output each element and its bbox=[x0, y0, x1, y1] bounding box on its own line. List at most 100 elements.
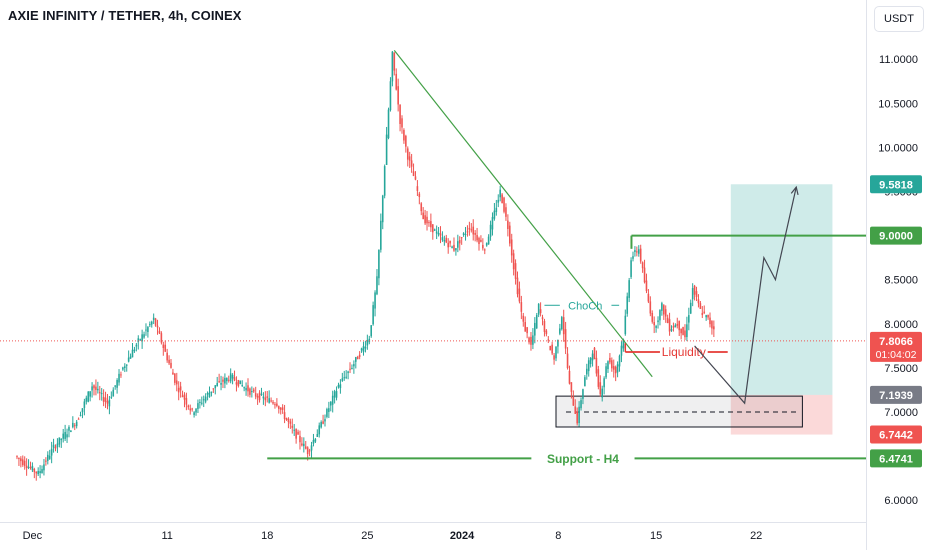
candle-body bbox=[226, 378, 228, 382]
candle-body bbox=[193, 412, 195, 415]
candle-body bbox=[395, 73, 398, 90]
candle-body bbox=[620, 345, 623, 356]
candle-body bbox=[487, 236, 490, 245]
candle-body bbox=[376, 276, 378, 295]
candle-body bbox=[133, 349, 136, 352]
candle-body bbox=[678, 320, 680, 331]
candle-body bbox=[401, 118, 403, 128]
candle-body bbox=[25, 465, 28, 469]
candle-body bbox=[20, 458, 22, 462]
candle-body bbox=[124, 366, 126, 369]
candle-body bbox=[202, 399, 205, 401]
candle-body bbox=[439, 233, 442, 236]
candle-body bbox=[174, 373, 176, 383]
candle-body bbox=[518, 288, 521, 302]
candle-body bbox=[251, 391, 253, 393]
candle-body bbox=[410, 160, 413, 167]
candle-body bbox=[597, 369, 600, 387]
candle-body bbox=[222, 379, 224, 382]
candle-body bbox=[611, 360, 613, 369]
candle-body bbox=[339, 384, 342, 389]
candle-body bbox=[689, 302, 692, 314]
candle-body bbox=[539, 309, 542, 314]
candle-body bbox=[366, 340, 369, 346]
candle-body bbox=[430, 221, 432, 228]
candle-body bbox=[272, 401, 274, 404]
candle-body bbox=[127, 357, 130, 362]
candle-body bbox=[603, 378, 605, 388]
candle-body bbox=[297, 431, 299, 435]
candle-body bbox=[659, 310, 661, 321]
candle-body bbox=[150, 321, 153, 325]
candle-body bbox=[283, 412, 286, 419]
candle-body bbox=[335, 391, 338, 398]
candle-body bbox=[131, 349, 134, 358]
candle-body bbox=[303, 443, 305, 447]
candle-body bbox=[507, 220, 509, 230]
candle-body bbox=[299, 435, 301, 443]
currency-button[interactable]: USDT bbox=[874, 6, 924, 32]
candle-body bbox=[31, 465, 34, 471]
candle-body bbox=[664, 309, 667, 317]
candle-body bbox=[293, 429, 295, 431]
candle-body bbox=[58, 437, 61, 445]
candle-body bbox=[312, 440, 315, 444]
candle-body bbox=[393, 52, 396, 71]
candle-body bbox=[457, 241, 459, 248]
candle-body bbox=[514, 263, 517, 279]
candle-body bbox=[676, 323, 679, 326]
candle-body bbox=[18, 457, 20, 459]
candle-body bbox=[52, 444, 55, 448]
candle-body bbox=[428, 222, 430, 224]
candle-body bbox=[341, 378, 344, 381]
candle-body bbox=[106, 400, 109, 404]
candle-body bbox=[553, 355, 555, 360]
price-axis-tick: 10.0000 bbox=[878, 142, 918, 154]
candle-body bbox=[314, 438, 317, 442]
candle-body bbox=[632, 256, 634, 259]
candle-body bbox=[358, 354, 361, 357]
candle-body bbox=[183, 394, 186, 400]
candle-body bbox=[584, 377, 586, 387]
candle-body bbox=[110, 396, 113, 398]
candle-body bbox=[316, 434, 319, 437]
candle-body bbox=[601, 388, 603, 398]
price-axis-tick: 6.0000 bbox=[884, 495, 918, 507]
candle-body bbox=[586, 368, 588, 375]
candle-body bbox=[287, 418, 290, 422]
candle-body bbox=[449, 241, 451, 244]
candle-body bbox=[543, 320, 546, 332]
candle-body bbox=[68, 427, 70, 431]
candle-body bbox=[281, 407, 284, 410]
candle-body bbox=[455, 248, 457, 251]
candle-body bbox=[668, 319, 671, 332]
candle-body bbox=[220, 383, 222, 385]
candle-body bbox=[403, 130, 405, 141]
target-price-label-bg bbox=[870, 175, 922, 194]
candle-body bbox=[630, 260, 632, 277]
candle-body bbox=[524, 322, 526, 332]
candle-body bbox=[268, 398, 270, 403]
candle-body bbox=[56, 443, 59, 448]
candle-body bbox=[326, 409, 328, 417]
candle-body bbox=[175, 380, 178, 385]
candle-body bbox=[258, 392, 261, 401]
candle-body bbox=[713, 326, 715, 330]
price-axis-tick: 11.0000 bbox=[879, 54, 918, 66]
candle-body bbox=[168, 359, 170, 364]
candle-body bbox=[639, 248, 642, 262]
candle-body bbox=[599, 382, 602, 395]
candle-body bbox=[433, 229, 436, 231]
candle-body bbox=[185, 398, 188, 405]
projection-path bbox=[694, 186, 797, 405]
candle-body bbox=[559, 328, 561, 334]
candle-body bbox=[147, 327, 149, 332]
candle-body bbox=[356, 356, 359, 360]
candle-body bbox=[301, 443, 303, 446]
candle-body bbox=[320, 422, 322, 428]
candle-body bbox=[291, 425, 294, 428]
candle-body bbox=[491, 217, 494, 230]
liquidity-label: Liquidity bbox=[662, 345, 706, 359]
candle-body bbox=[139, 339, 141, 341]
